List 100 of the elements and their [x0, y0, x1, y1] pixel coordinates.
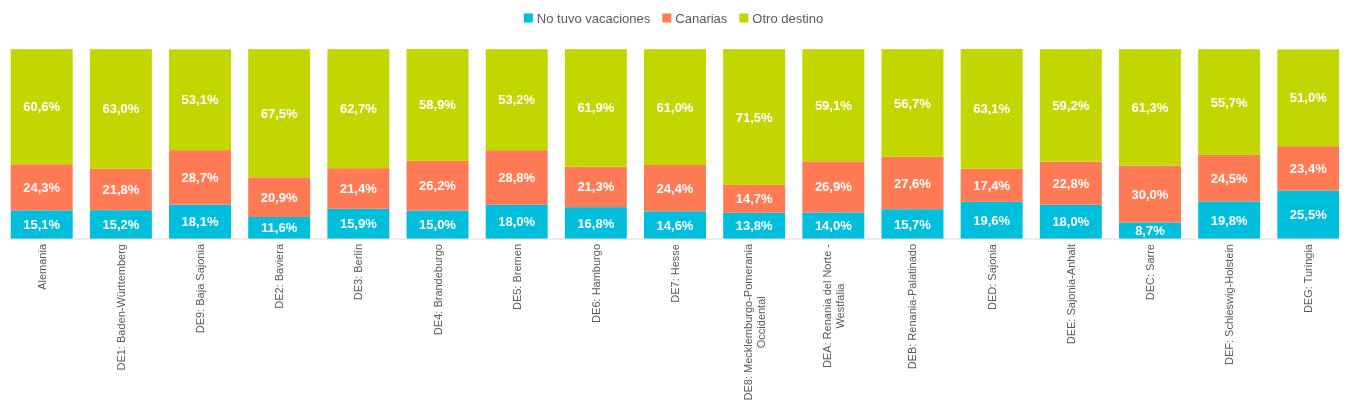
data-label: 24,5% — [1210, 170, 1248, 186]
data-label: 62,7% — [339, 101, 378, 117]
data-label: 61,3% — [1131, 99, 1169, 115]
legend-label: Canarias — [675, 10, 728, 26]
bar — [327, 168, 390, 209]
bar — [644, 164, 706, 212]
x-tick-label: DE8: Mecklemburgo-Pomerania Occidental — [741, 243, 767, 401]
data-label: 59,2% — [1052, 97, 1090, 113]
data-label: 15,7% — [894, 216, 932, 232]
data-label: 15,2% — [102, 217, 140, 233]
bar — [564, 166, 627, 208]
data-label: 21,4% — [339, 181, 378, 197]
data-label: 15,1% — [23, 217, 61, 233]
x-tick-label: DE6: Hamburgo — [589, 244, 602, 323]
bar — [1039, 161, 1102, 205]
x-tick-label: Alemania — [35, 243, 48, 290]
bar — [169, 150, 232, 205]
data-label: 53,2% — [498, 92, 536, 108]
data-label: 24,3% — [23, 179, 61, 195]
data-label: 61,0% — [656, 99, 694, 115]
data-label: 30,0% — [1131, 186, 1169, 202]
bar — [881, 156, 944, 210]
x-tick-label: DEF: Schleswig-Holstein — [1223, 244, 1236, 366]
data-label: 67,5% — [260, 105, 299, 121]
bar — [1277, 190, 1339, 239]
bar — [1118, 165, 1181, 223]
data-label: 8,7% — [1135, 223, 1166, 239]
data-label: 63,1% — [973, 101, 1011, 117]
x-tick-label: DEC: Sarre — [1143, 244, 1156, 301]
data-label: 18,0% — [1052, 214, 1090, 230]
data-label: 26,2% — [419, 178, 457, 194]
bar — [248, 177, 311, 217]
x-tick-label: DE4: Brandeburgo — [431, 244, 444, 336]
data-label: 19,8% — [1210, 212, 1248, 228]
data-label: 28,7% — [181, 169, 219, 185]
data-label: 61,9% — [577, 100, 615, 116]
data-label: 21,8% — [102, 181, 140, 197]
bar — [406, 49, 469, 161]
data-label: 51,0% — [1289, 90, 1328, 106]
bar — [10, 164, 73, 211]
bar — [169, 49, 232, 151]
data-label: 11,6% — [261, 220, 298, 236]
data-label: 14,0% — [814, 218, 853, 234]
bar — [723, 49, 786, 185]
data-label: 56,7% — [894, 95, 932, 111]
data-label: 15,9% — [339, 216, 378, 232]
data-label: 28,8% — [498, 170, 536, 185]
x-tick-label: DEE: Sajonia-Anhalt — [1064, 244, 1077, 345]
bar — [89, 168, 152, 211]
x-tick-label: DEA: Renania del Norte - Westfalia — [820, 243, 846, 369]
data-label: 14,7% — [735, 191, 774, 207]
bar — [485, 49, 548, 151]
bar — [10, 49, 73, 165]
bar — [960, 49, 1023, 169]
x-tick-label: DE7: Hesse — [669, 244, 681, 303]
data-label: 20,9% — [260, 189, 299, 205]
bar — [1198, 49, 1261, 155]
data-label: 21,3% — [577, 179, 615, 195]
bar — [89, 49, 152, 169]
bar — [802, 161, 865, 213]
bar — [1198, 154, 1261, 202]
legend-label: No tuvo vacaciones — [536, 10, 651, 26]
data-label: 16,8% — [577, 215, 615, 231]
bar — [1277, 49, 1339, 147]
data-label: 14,6% — [656, 217, 694, 233]
bar — [406, 160, 469, 211]
bar — [485, 150, 548, 205]
data-label: 60,6% — [23, 99, 61, 115]
data-label: 13,8% — [735, 218, 774, 234]
x-tick-label: DEG: Turingia — [1302, 243, 1315, 314]
bar — [802, 49, 865, 162]
bar — [327, 49, 390, 169]
x-tick-label: DE2: Baviera — [273, 243, 286, 309]
data-label: 17,4% — [973, 177, 1011, 193]
bar — [644, 49, 706, 165]
x-tick-label: DEB: Renania-Palatinado — [906, 244, 919, 370]
legend-label: Otro destino — [752, 10, 824, 26]
data-label: 53,1% — [181, 92, 219, 108]
data-label: 23,4% — [1289, 160, 1328, 176]
data-label: 22,8% — [1052, 175, 1090, 191]
data-label: 63,0% — [102, 101, 140, 117]
data-label: 26,9% — [814, 179, 853, 195]
bar — [248, 49, 311, 178]
x-tick-label: DED: Sajonia — [985, 243, 998, 311]
data-label: 58,9% — [419, 97, 457, 113]
x-tick-label: DE5: Bremen — [510, 244, 523, 311]
data-label: 25,5% — [1289, 207, 1328, 223]
data-label: 27,6% — [894, 175, 932, 191]
bar — [564, 49, 627, 167]
bar — [1118, 49, 1181, 166]
x-tick-label: DE3: Berlín — [352, 244, 365, 301]
x-tick-label: DE9: Baja Sajonia — [194, 243, 207, 334]
data-label: 18,0% — [498, 214, 536, 230]
bar — [881, 49, 944, 157]
data-label: 18,1% — [181, 214, 219, 230]
data-label: 24,4% — [656, 180, 694, 196]
data-label: 59,1% — [814, 97, 853, 113]
data-label: 19,6% — [973, 212, 1011, 228]
bar — [1277, 146, 1339, 191]
data-label: 15,0% — [419, 217, 457, 233]
